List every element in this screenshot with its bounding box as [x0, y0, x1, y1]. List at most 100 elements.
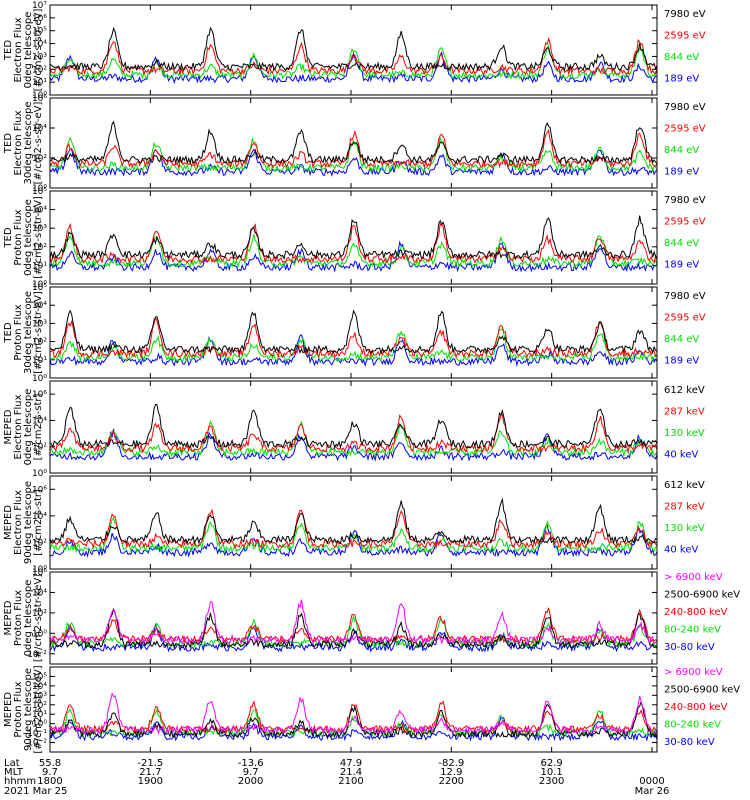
y-tick-label: 10³ [32, 52, 47, 62]
y-tick-label: 10⁵ [32, 27, 47, 37]
y-tick-label: 10¹ [32, 261, 47, 271]
panel-7: 10⁻² 10⁰ 10² 10⁴ 10⁶ MEPED Proton Flux 0deg tel… [3, 568, 740, 665]
panel-ylabel: Proton Flux [13, 681, 24, 737]
footer-cell-hhmm: 0000 [639, 776, 664, 787]
footer-cell-date: Mar 26 [635, 786, 670, 797]
panel-ylabel: Proton Flux [13, 209, 24, 265]
y-tick-label: 10⁰ [32, 629, 47, 639]
series-line [50, 26, 657, 72]
series-line [50, 708, 657, 739]
legend-entry: 844 eV [664, 238, 699, 249]
legend-entry: 7980 eV [664, 291, 706, 302]
footer-cell-mlt: 12.9 [440, 767, 462, 778]
panel-frame [49, 571, 658, 665]
y-tick-label: 10² [32, 443, 47, 453]
legend-entry: > 6900 keV [664, 667, 723, 678]
panel-legend: 7980 eV 2595 eV 844 eV 189 eV [664, 291, 706, 367]
footer-cell-mlt: 9.7 [42, 767, 58, 778]
y-tick-label: 10⁵ [32, 672, 47, 682]
y-tick-label: 10⁴ [32, 512, 47, 522]
panel-ylabel: 90deg telescope [23, 481, 34, 564]
y-tick-label: 10² [32, 243, 47, 253]
panel-ylabel: 0deg telescope [23, 199, 34, 276]
panel-ylabel: TED [3, 227, 14, 248]
panel-legend: 7980 eV 2595 eV 844 eV 189 eV [664, 195, 706, 271]
y-tick-label: 10⁴ [32, 588, 47, 598]
series-line [50, 136, 657, 174]
y-tick-label: 10⁵ [32, 187, 47, 197]
footer-cell-hhmm: 2100 [338, 776, 363, 787]
y-tick-label: 10⁴ [32, 682, 47, 692]
footer-cell-hhmm: 2000 [238, 776, 263, 787]
series-line [50, 700, 657, 739]
y-tick-label: 10² [32, 338, 47, 348]
series-line [50, 607, 657, 650]
legend-entry: 2500-6900 keV [664, 685, 740, 696]
series-line [50, 316, 657, 359]
footer-cell-lat: 55.8 [39, 758, 61, 769]
panel-ylabel: [#/cm2-s-str-eV] [33, 196, 44, 279]
legend-entry: 2595 eV [664, 31, 706, 42]
legend-entry: 2595 eV [664, 217, 706, 228]
panel-1: 10⁰ 10¹ 10² 10³ 10⁴ 10⁵ 10⁶ 10⁷ TED Electron Flux… [3, 1, 706, 101]
series-line [50, 599, 657, 646]
y-tick-label: 10¹ [32, 356, 47, 366]
legend-entry: 30-80 keV [664, 642, 715, 653]
panel-frame [49, 286, 658, 379]
y-tick-label: 10⁻² [27, 650, 47, 660]
panel-ylabel: Electron Flux [13, 17, 24, 82]
series-line [50, 240, 657, 273]
y-tick-label: 10² [32, 609, 47, 619]
series-line [50, 234, 657, 269]
series-line [50, 508, 657, 550]
y-tick-label: 10² [32, 701, 47, 711]
panel-ylabel: [#/cm2-s-str-eV] [33, 102, 44, 185]
legend-entry: 287 keV [664, 407, 705, 418]
legend-entry: 80-240 keV [664, 720, 721, 731]
y-tick-label: 10⁰ [32, 374, 47, 384]
footer-cell-hhmm: 2200 [439, 776, 464, 787]
panel-ylabel: TED [3, 133, 14, 154]
y-tick-label: 10³ [32, 691, 47, 701]
legend-entry: 40 keV [664, 545, 698, 556]
panel-ylabel: 30deg telescope [23, 291, 34, 374]
panel-frame [49, 475, 658, 570]
panel-frame [49, 666, 658, 753]
y-tick-label: 10⁶ [32, 94, 47, 104]
legend-entry: 844 eV [664, 145, 699, 156]
panel-ylabel: Electron Flux [13, 394, 24, 459]
series-line [50, 413, 657, 454]
series-line [50, 607, 657, 645]
panel-ylabel: Proton Flux [13, 590, 24, 646]
panel-ylabel: Electron Flux [13, 490, 24, 555]
panel-ylabel: [#/cm2-s-str-eV] [33, 9, 44, 92]
legend-entry: 844 eV [664, 334, 699, 345]
footer-row-label: MLT [4, 767, 24, 778]
footer-cell-lat: -13.6 [238, 758, 264, 769]
series-line [50, 44, 657, 80]
panel-legend: 7980 eV 2595 eV 844 eV 189 eV [664, 9, 706, 85]
panel-ylabel: MEPED [3, 600, 14, 635]
panel-ylabel: 0deg telescope [23, 580, 34, 657]
legend-entry: 2595 eV [664, 313, 706, 324]
panel-frame [49, 4, 658, 96]
panel-ylabel: 90deg telescope [23, 668, 34, 751]
footer-row-label: 2021 [4, 786, 29, 797]
y-tick-label: 10⁴ [32, 416, 47, 426]
series-line [50, 403, 657, 450]
y-tick-label: 10⁰ [32, 720, 47, 730]
y-tick-label: 10⁴ [32, 301, 47, 311]
y-tick-label: 10⁴ [32, 124, 47, 134]
legend-entry: 7980 eV [664, 9, 706, 20]
y-tick-label: 10⁰ [32, 280, 47, 290]
series-line [50, 700, 657, 735]
panel-frame [49, 97, 658, 189]
legend-entry: 612 keV [664, 385, 705, 396]
y-tick-label: 10⁶ [32, 14, 47, 24]
footer-cell-lat: 47.9 [340, 758, 362, 769]
series-line [50, 517, 657, 554]
series-line [50, 334, 657, 367]
legend-entry: 2595 eV [664, 124, 706, 135]
panel-legend: > 6900 keV 2500-6900 keV 240-800 keV 80-240… [664, 667, 740, 748]
